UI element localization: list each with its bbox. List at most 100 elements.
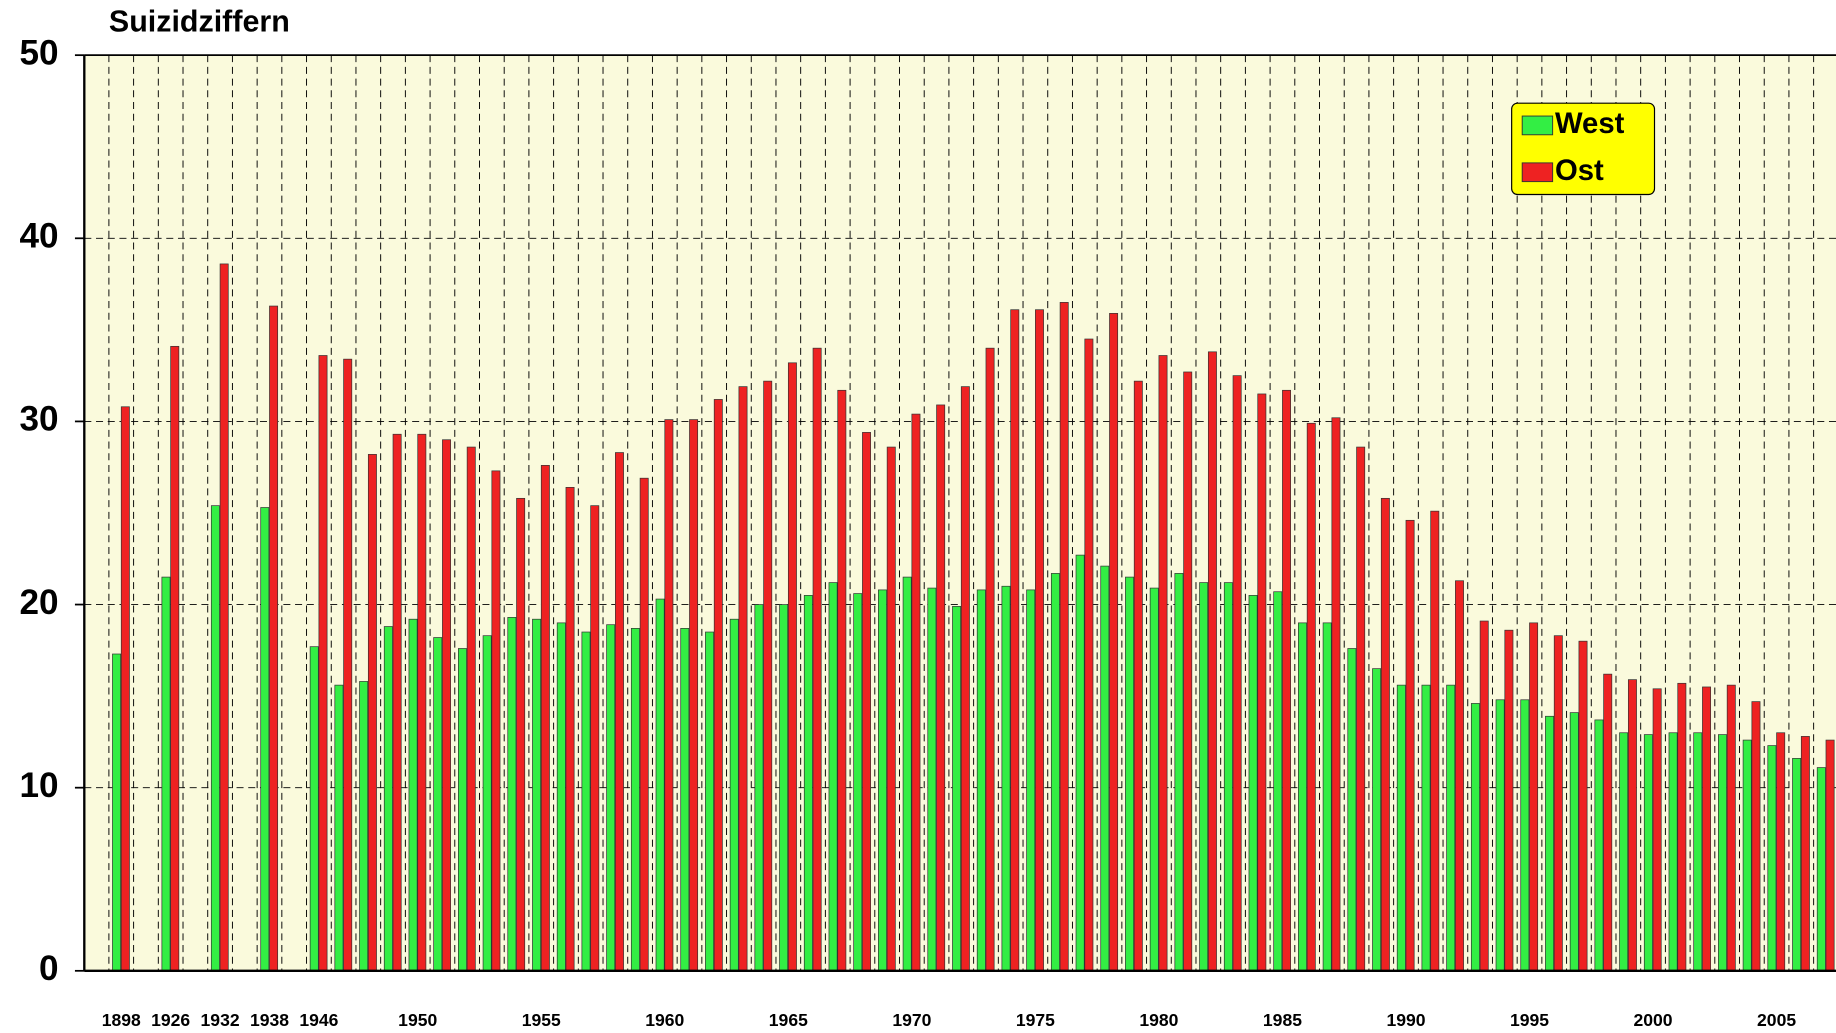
bar: [1183, 371, 1193, 972]
bar: [985, 347, 995, 972]
bar: [1446, 684, 1456, 972]
bar: [1668, 732, 1678, 972]
bar: [1825, 739, 1835, 972]
bar: [318, 355, 328, 972]
bar: [1693, 732, 1703, 972]
bar: [408, 618, 418, 972]
bar: [1356, 446, 1366, 972]
bar: [1470, 703, 1480, 972]
x-tick-label: 1970: [892, 1010, 931, 1030]
bar: [927, 587, 937, 972]
bar: [1767, 745, 1777, 972]
bar: [1816, 767, 1826, 972]
bar: [655, 598, 665, 972]
y-tick-label: 20: [19, 583, 58, 622]
bar: [1174, 573, 1184, 972]
bar: [911, 413, 921, 972]
bar: [779, 604, 789, 972]
x-tick-label: 1932: [201, 1010, 240, 1030]
bar: [606, 624, 616, 972]
bar: [1059, 302, 1069, 972]
bar: [828, 582, 838, 972]
bar: [442, 439, 451, 972]
bar: [615, 452, 624, 972]
bar: [210, 505, 220, 972]
bar: [853, 593, 863, 972]
x-tick-label: 1926: [151, 1010, 190, 1030]
x-tick-label: 1950: [398, 1010, 437, 1030]
bar: [1010, 309, 1020, 972]
bar: [269, 305, 279, 972]
bar: [1520, 699, 1530, 972]
bar: [1677, 682, 1687, 972]
legend-swatch: [1521, 115, 1554, 136]
bar: [482, 635, 492, 972]
bar: [976, 589, 986, 972]
bar: [1149, 587, 1159, 972]
bar: [417, 433, 427, 972]
x-tick-label: 1898: [102, 1010, 141, 1030]
bar: [1322, 622, 1332, 972]
x-tick-label: 2000: [1634, 1010, 1673, 1030]
bar: [1652, 688, 1662, 972]
chart-title: Suizidziffern: [109, 5, 290, 39]
legend-label: West: [1555, 108, 1625, 140]
x-tick-label: 1975: [1016, 1010, 1055, 1030]
bar: [1158, 355, 1168, 972]
bar: [1529, 622, 1539, 972]
bar: [1248, 595, 1258, 972]
bar: [952, 606, 962, 972]
bar: [516, 497, 526, 972]
bar: [1380, 497, 1390, 972]
bar: [433, 637, 443, 972]
bar: [1578, 640, 1588, 972]
bar: [1396, 684, 1406, 972]
bar: [1223, 582, 1233, 972]
bar: [1199, 582, 1209, 972]
x-tick-label: 1955: [522, 1010, 561, 1030]
y-tick-label: 30: [19, 400, 58, 439]
bar: [1718, 734, 1727, 972]
x-tick-label: 1946: [299, 1010, 338, 1030]
bar: [713, 399, 723, 972]
bar: [1232, 375, 1242, 972]
x-tick-label: 1960: [645, 1010, 684, 1030]
bar: [1776, 732, 1786, 972]
bar: [936, 404, 946, 972]
bar: [1742, 739, 1752, 972]
y-tick-label: 0: [39, 949, 59, 988]
bar: [507, 617, 517, 972]
x-tick-label: 1938: [250, 1010, 289, 1030]
bar: [1603, 673, 1613, 972]
legend-label: Ost: [1555, 155, 1604, 187]
bar: [540, 465, 550, 972]
bar: [1109, 313, 1119, 972]
bar: [1001, 585, 1011, 972]
bar: [1084, 338, 1094, 972]
bar: [862, 432, 871, 972]
bar: [763, 380, 773, 972]
bar: [1026, 589, 1036, 972]
bar: [812, 347, 822, 972]
bar: [886, 446, 896, 972]
bar: [729, 618, 739, 972]
x-tick-label: 1980: [1139, 1010, 1178, 1030]
bar: [754, 604, 764, 972]
bar: [1627, 679, 1637, 972]
bar: [1405, 519, 1415, 972]
bar: [1619, 732, 1629, 972]
x-tick-label: 1965: [769, 1010, 808, 1030]
bar: [343, 358, 353, 972]
bar: [161, 576, 171, 972]
x-tick-label: 2005: [1757, 1010, 1796, 1030]
legend-swatch: [1521, 162, 1554, 183]
bar: [309, 646, 319, 972]
bar: [367, 454, 377, 972]
bar: [1273, 591, 1283, 972]
bar: [1257, 393, 1267, 972]
bar: [491, 470, 501, 972]
bar: [803, 595, 813, 972]
bar: [689, 419, 699, 972]
bar: [1643, 734, 1653, 972]
